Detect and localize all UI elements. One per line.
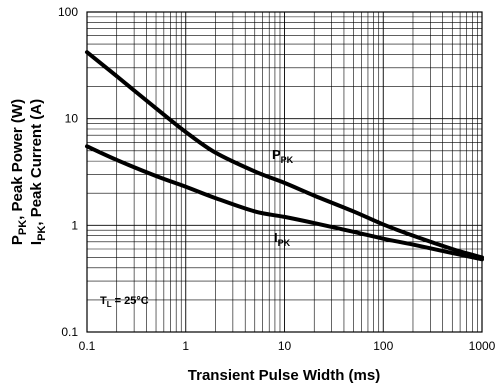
series-line-ipk xyxy=(85,144,484,262)
y-axis-title: PPK, Peak Power (W) xyxy=(9,99,29,245)
tick-labels: 0.1 1 10 100 1000 0.1 1 10 100 xyxy=(58,5,496,353)
x-tick-label: 0.1 xyxy=(79,339,96,353)
series-label-ppk: PPK xyxy=(272,147,294,165)
series-label-ipk: IPK xyxy=(274,230,291,248)
x-tick-label: 100 xyxy=(373,339,393,353)
x-axis-title: Transient Pulse Width (ms) xyxy=(188,367,380,384)
y-tick-label: 0.1 xyxy=(61,325,78,339)
y-axis-title-2: IPK, Peak Current (A) xyxy=(28,99,48,245)
grid xyxy=(86,12,482,333)
plot-frame xyxy=(86,11,483,333)
y-tick-label: 10 xyxy=(65,112,79,126)
series-group xyxy=(85,50,484,262)
y-tick-label: 100 xyxy=(58,5,78,19)
x-tick-label: 1000 xyxy=(469,339,496,353)
y-axis-title-line2: IPK, Peak Current (A) xyxy=(28,99,48,245)
y-tick-label: 1 xyxy=(71,218,78,232)
x-tick-label: 10 xyxy=(278,339,292,353)
series-line-ppk xyxy=(85,50,484,260)
y-axis-title-line1: PPK, Peak Power (W) xyxy=(9,99,29,245)
temperature-annotation: TL = 25°C xyxy=(100,295,149,309)
x-tick-label: 1 xyxy=(182,339,189,353)
